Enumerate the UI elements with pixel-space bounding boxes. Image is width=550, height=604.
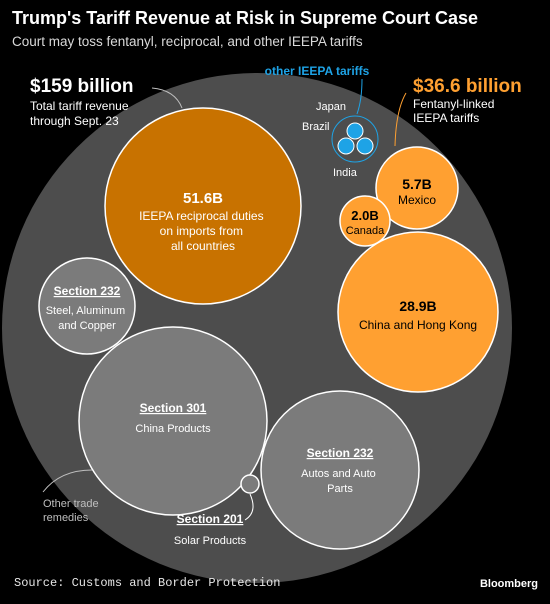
mexico-value: 5.7B <box>402 176 432 192</box>
other-trade-label-line-1: Other trade <box>43 498 99 510</box>
total-description: Total tariff revenue through Sept. 23 <box>30 99 132 128</box>
bubble-china-hk[interactable] <box>337 231 499 393</box>
s232-autos-label-line-2: Parts <box>327 483 353 495</box>
canada-label: Canada <box>346 225 385 237</box>
china-hk-value: 28.9B <box>399 298 436 314</box>
bubble-india[interactable] <box>356 137 374 155</box>
fentanyl-description-line-2: IEEPA tariffs <box>413 111 479 125</box>
s201-leader-line <box>244 493 254 521</box>
mexico-label: Mexico <box>398 193 436 207</box>
bubble-s232-autos[interactable] <box>260 390 420 550</box>
fentanyl-value-label: $36.6 billion <box>413 76 522 97</box>
other-trade-label-line-2: remedies <box>43 512 89 524</box>
bubble-canada[interactable] <box>339 195 391 247</box>
chart-title: Trump's Tariff Revenue at Risk in Suprem… <box>12 8 479 28</box>
reciprocal-label-line-1: IEEPA reciprocal duties <box>139 209 264 223</box>
reciprocal-label: IEEPA reciprocal duties on imports from … <box>139 209 267 253</box>
other-trade-label: Other trade remedies <box>43 498 102 524</box>
s232-steel-label-line-1: Steel, Aluminum <box>46 305 125 317</box>
other-trade-leader-line <box>42 469 93 493</box>
bubble-s232-steel[interactable] <box>38 257 136 355</box>
other-ieepa-label: other IEEPA tariffs <box>265 64 370 78</box>
s232-autos-label: Autos and Auto Parts <box>301 468 379 495</box>
s232-autos-value: Section 232 <box>307 446 374 460</box>
s201-label: Solar Products <box>174 535 247 547</box>
china-hk-label: China and Hong Kong <box>359 318 477 332</box>
total-description-line-2: through Sept. 23 <box>30 114 119 128</box>
reciprocal-label-line-2: on imports from <box>160 224 243 238</box>
bubble-other-ieepa-group <box>331 115 379 163</box>
chart-subtitle: Court may toss fentanyl, reciprocal, and… <box>12 34 363 49</box>
canada-value: 2.0B <box>351 208 378 223</box>
s201-value: Section 201 <box>177 512 244 526</box>
source-note: Source: Customs and Border Protection <box>14 576 281 590</box>
bubble-mexico[interactable] <box>375 146 459 230</box>
bubble-brazil[interactable] <box>337 137 355 155</box>
reciprocal-label-line-3: all countries <box>171 239 235 253</box>
fentanyl-description-line-1: Fentanyl-linked <box>413 97 494 111</box>
total-description-line-1: Total tariff revenue <box>30 99 129 113</box>
fentanyl-description: Fentanyl-linked IEEPA tariffs <box>413 97 498 125</box>
bubble-japan[interactable] <box>346 122 364 140</box>
other-ieepa-leader-line <box>356 78 363 115</box>
s301-label: China Products <box>135 423 211 435</box>
s232-steel-label-line-2: and Copper <box>58 320 116 332</box>
label-brazil: Brazil <box>302 121 330 133</box>
fentanyl-leader-line <box>394 92 407 147</box>
s301-value: Section 301 <box>140 401 207 415</box>
s232-steel-value: Section 232 <box>54 284 121 298</box>
label-india: India <box>333 167 358 179</box>
bubble-s201[interactable] <box>240 474 260 494</box>
s232-autos-label-line-1: Autos and Auto <box>301 468 376 480</box>
total-leader-line <box>151 87 183 109</box>
s232-steel-label: Steel, Aluminum and Copper <box>46 305 129 332</box>
bubble-s301[interactable] <box>78 326 268 516</box>
total-value-label: $159 billion <box>30 76 133 97</box>
label-japan: Japan <box>316 101 346 113</box>
reciprocal-value: 51.6B <box>183 190 223 207</box>
bloomberg-logo: Bloomberg <box>479 578 538 590</box>
bubble-reciprocal[interactable] <box>104 107 302 305</box>
